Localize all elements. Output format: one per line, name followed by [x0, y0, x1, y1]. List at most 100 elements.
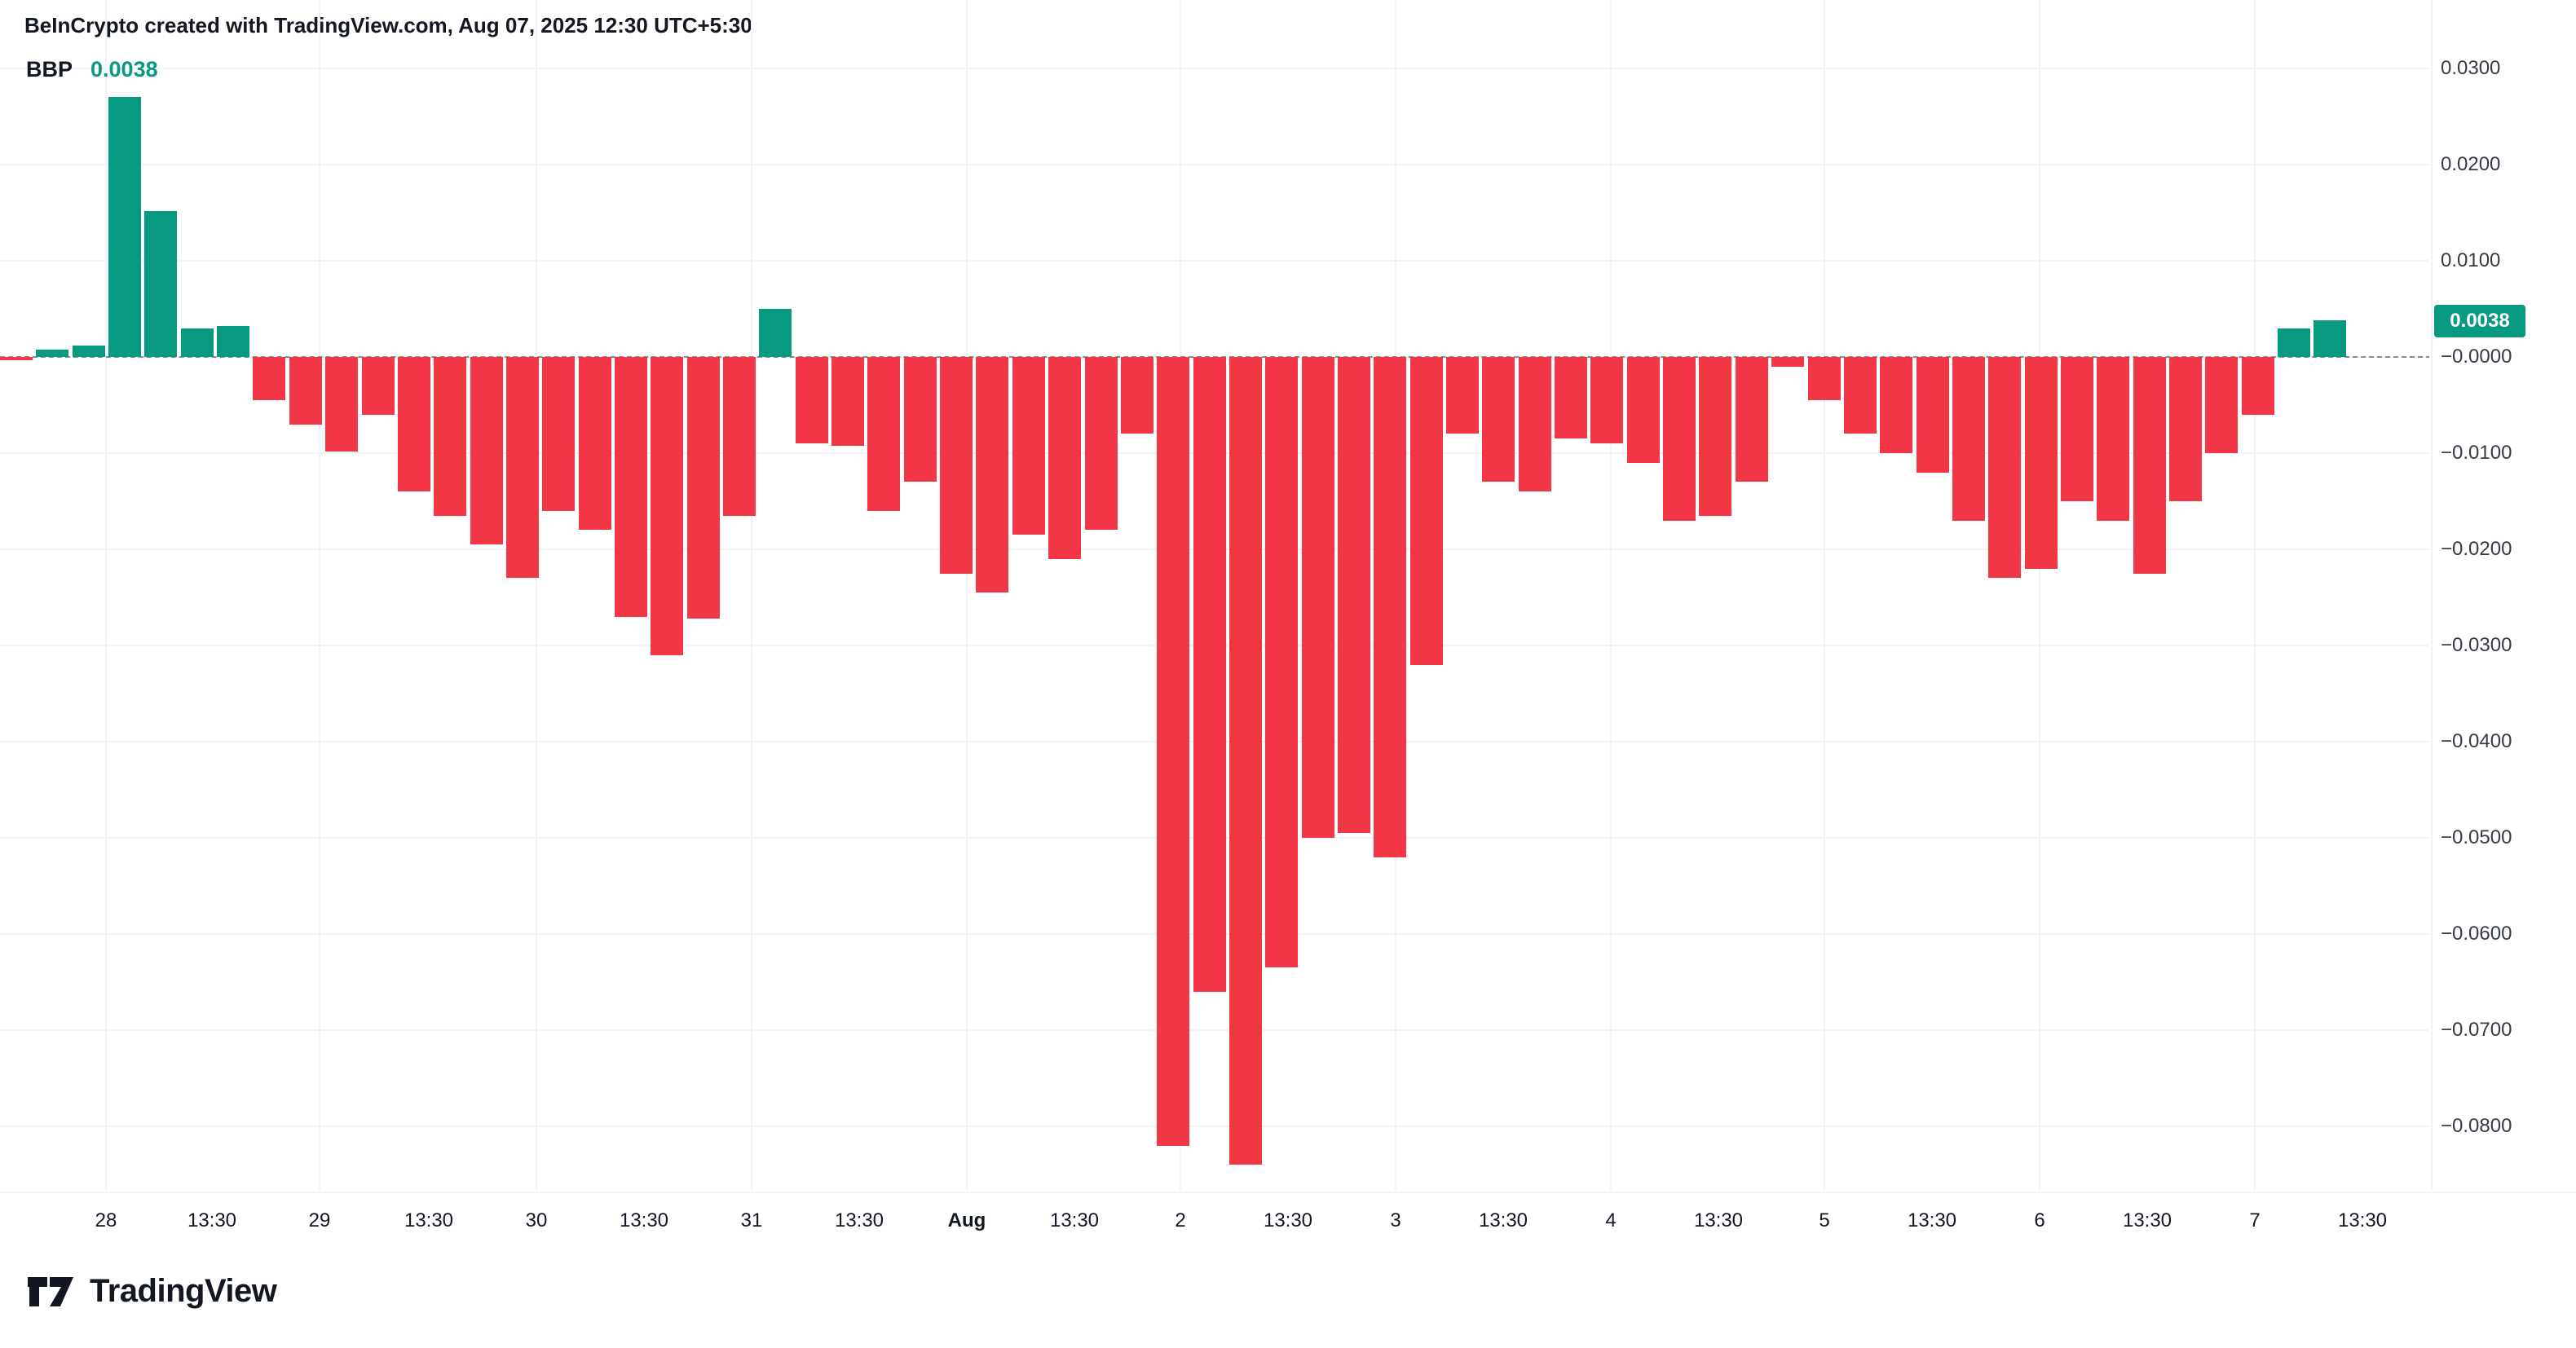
horizontal-gridline: [0, 1126, 2429, 1127]
histogram-bar: [1843, 357, 1877, 434]
vertical-gridline: [105, 0, 107, 1190]
histogram-bar: [1228, 357, 1262, 1165]
horizontal-gridline: [0, 164, 2429, 165]
price-scale[interactable]: 0.0300 0.0200 0.0100 −0.0000 −0.0100 −0.0200 −…: [2431, 0, 2576, 1190]
histogram-bar: [180, 328, 214, 357]
histogram-bar: [1699, 357, 1732, 516]
histogram-bar: [1663, 357, 1696, 521]
price-tick-label: 0.0200: [2441, 153, 2501, 175]
price-tick-label: −0.0600: [2441, 923, 2512, 945]
histogram-bar: [2097, 357, 2130, 521]
histogram-bar: [2060, 357, 2093, 501]
histogram-bar: [2133, 357, 2166, 574]
vertical-gridline: [319, 0, 320, 1190]
histogram-bar: [108, 97, 142, 357]
histogram-bar: [1084, 357, 1118, 531]
histogram-bar: [2024, 357, 2058, 569]
time-tick-label: 13:30: [619, 1209, 669, 1231]
price-tick-label: −0.0800: [2441, 1115, 2512, 1137]
histogram-bar: [831, 357, 865, 446]
histogram-bar: [397, 357, 430, 492]
price-tick-label: −0.0300: [2441, 634, 2512, 656]
time-tick-label: 28: [95, 1209, 117, 1231]
histogram-bar: [1446, 357, 1479, 434]
indicator-legend[interactable]: BBP 0.0038: [26, 57, 158, 82]
price-tick-label: 0.0300: [2441, 57, 2501, 79]
histogram-bar: [578, 357, 611, 531]
vertical-gridline: [2039, 0, 2040, 1190]
time-tick-label: 13:30: [187, 1209, 237, 1231]
histogram-bar: [36, 349, 69, 357]
histogram-bar: [72, 345, 105, 357]
price-tick-label: −0.0200: [2441, 538, 2512, 560]
vertical-gridline: [1610, 0, 1612, 1190]
vertical-gridline: [2254, 0, 2256, 1190]
histogram-bar: [1771, 357, 1805, 367]
histogram-bar: [2205, 357, 2239, 453]
time-tick-label: Aug: [947, 1209, 986, 1231]
last-value-badge: 0.0038: [2434, 305, 2525, 337]
time-tick-label: 13:30: [1049, 1209, 1100, 1231]
histogram-bar: [795, 357, 828, 444]
histogram-bar: [759, 309, 792, 357]
histogram-bar: [1590, 357, 1624, 444]
histogram-bar: [1048, 357, 1082, 559]
histogram-bar: [1807, 357, 1841, 401]
time-tick-label: 31: [740, 1209, 763, 1231]
histogram-bar: [976, 357, 1009, 593]
time-tick-label: 30: [525, 1209, 548, 1231]
histogram-bar: [217, 326, 250, 357]
vertical-gridline: [751, 0, 752, 1190]
time-tick-label: 7: [2249, 1209, 2261, 1231]
vertical-gridline: [536, 0, 537, 1190]
histogram-bar: [2278, 328, 2311, 357]
chart-attribution: BeInCrypto created with TradingView.com,…: [24, 13, 752, 37]
indicator-value: 0.0038: [90, 57, 158, 81]
time-tick-label: 13:30: [2122, 1209, 2172, 1231]
price-tick-label: −0.0700: [2441, 1019, 2512, 1041]
time-tick-label: 13:30: [1263, 1209, 1313, 1231]
time-scale[interactable]: 28 13:30 29 13:30 30 13:30 31 13:30 Aug 13:30 2 13:…: [0, 1192, 2576, 1250]
histogram-bar: [361, 357, 395, 415]
histogram-bar: [253, 357, 286, 401]
time-tick-label: 13:30: [834, 1209, 884, 1231]
indicator-name[interactable]: BBP: [26, 57, 73, 81]
histogram-bar: [1012, 357, 1045, 535]
histogram-bar: [1120, 357, 1153, 434]
time-tick-label: 6: [2034, 1209, 2045, 1231]
histogram-bar: [1301, 357, 1334, 838]
horizontal-gridline: [0, 260, 2429, 262]
price-tick-label: −0.0500: [2441, 826, 2512, 848]
time-tick-label: 5: [1819, 1209, 1830, 1231]
vertical-gridline: [1824, 0, 1825, 1190]
tradingview-logo[interactable]: TradingView: [28, 1273, 277, 1310]
time-tick-label: 3: [1390, 1209, 1401, 1231]
histogram-bar: [651, 357, 684, 655]
price-tick-label: −0.0400: [2441, 730, 2512, 752]
time-tick-label: 13:30: [2337, 1209, 2388, 1231]
time-tick-label: 13:30: [1478, 1209, 1528, 1231]
chart-plot-area[interactable]: [0, 0, 2429, 1190]
histogram-bar: [505, 357, 539, 579]
histogram-bar: [2314, 320, 2347, 357]
time-tick-label: 29: [308, 1209, 331, 1231]
price-tick-label: 0.0100: [2441, 249, 2501, 271]
histogram-bar: [903, 357, 937, 482]
tradingview-logo-icon: [28, 1276, 75, 1307]
histogram-bar: [1988, 357, 2022, 579]
histogram-bar: [867, 357, 901, 511]
time-tick-label: 13:30: [1907, 1209, 1957, 1231]
price-tick-label: −0.0100: [2441, 442, 2512, 464]
histogram-bar: [289, 357, 322, 425]
histogram-bar: [1880, 357, 1913, 453]
histogram-bar: [325, 357, 359, 452]
histogram-bar: [723, 357, 756, 516]
histogram-bar: [1409, 357, 1443, 665]
histogram-bar: [1952, 357, 1985, 521]
histogram-bar: [1193, 357, 1226, 992]
histogram-bar: [1735, 357, 1768, 482]
histogram-bar: [542, 357, 576, 511]
horizontal-gridline: [0, 68, 2429, 69]
time-tick-label: 13:30: [404, 1209, 454, 1231]
